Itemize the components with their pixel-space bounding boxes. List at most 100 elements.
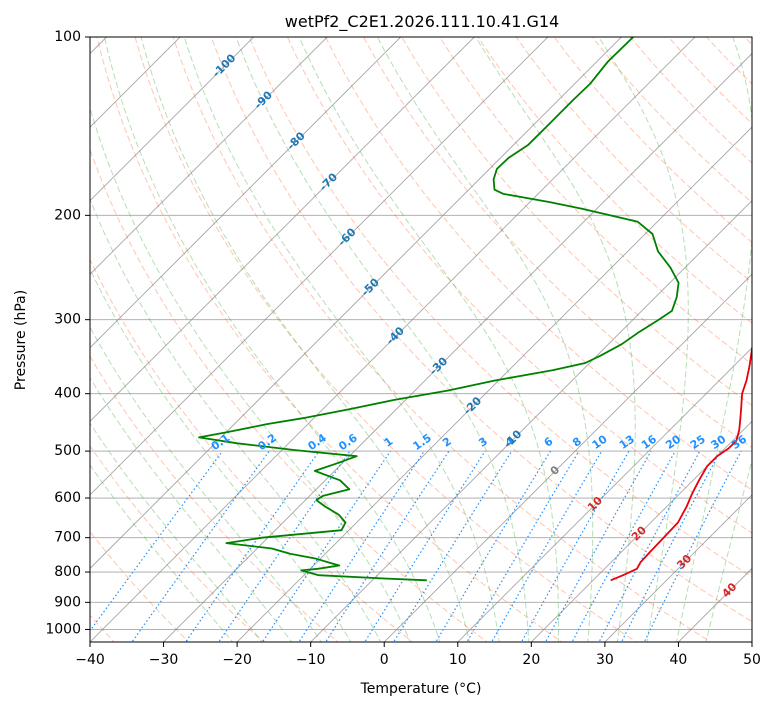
dry-adiabat-line	[705, 37, 752, 85]
moist-adiabat-line	[90, 376, 293, 642]
mixing-ratio-line	[571, 450, 676, 642]
moist-adiabat-line	[90, 326, 322, 642]
mixing-ratio-label: 16	[639, 432, 659, 452]
y-tick-label: 1000	[45, 621, 81, 637]
mixing-ratio-line	[90, 450, 223, 632]
y-tick-label: 500	[54, 443, 81, 459]
dry-adiabat-line	[286, 37, 752, 534]
mixing-ratio-label: 0.2	[256, 431, 279, 453]
isotherm-label: -30	[427, 354, 450, 377]
dry-adiabat-line	[743, 37, 752, 46]
mixing-ratio-line	[643, 450, 742, 642]
dry-adiabat-line	[629, 37, 752, 164]
moist-adiabat-line	[675, 37, 752, 642]
mixing-ratio-label: 20	[663, 432, 683, 452]
y-tick-label: 800	[54, 564, 81, 580]
x-tick-label: −10	[296, 652, 326, 668]
isotherm-line	[90, 37, 475, 422]
x-tick-label: 10	[449, 652, 467, 668]
isotherm-label: -10	[501, 427, 524, 450]
isotherm-label: -20	[461, 394, 484, 417]
warm-isotherm-label: 40	[719, 580, 739, 600]
isotherm-label: -90	[252, 88, 275, 111]
y-axis: 100 200 300 400 500 600 700 800 900 1000	[45, 29, 90, 637]
moist-adiabats	[90, 37, 752, 642]
moist-adiabat-line	[140, 37, 471, 642]
mixing-ratio-line	[261, 450, 391, 642]
dry-adiabat-line	[667, 37, 752, 125]
x-axis-title: Temperature (°C)	[360, 681, 482, 697]
dry-adiabat-line	[90, 355, 339, 642]
isotherm-label: -60	[335, 225, 358, 248]
mixing-ratio-line	[131, 450, 270, 642]
warm-isotherm-label: 0	[548, 463, 563, 478]
mixing-ratio-label: 6	[542, 435, 556, 450]
dry-adiabat-line	[770, 24, 775, 645]
dewpoint-profile	[198, 37, 680, 582]
isotherm-line	[751, 641, 752, 642]
dry-adiabat-line	[90, 258, 414, 642]
warm-isotherm-label: 20	[629, 523, 649, 543]
mixing-ratio-line	[218, 450, 351, 642]
dry-adiabat-line	[134, 37, 638, 642]
isotherm-line	[457, 347, 752, 642]
moist-adiabat-line	[90, 267, 352, 642]
mixing-ratio-label: 36	[729, 432, 749, 452]
isotherm-line	[90, 37, 402, 349]
warm-isotherm-label: 30	[674, 552, 694, 572]
dry-adiabat-line	[90, 148, 488, 642]
isotherm-line	[530, 420, 752, 642]
y-tick-label: 400	[54, 386, 81, 402]
isotherm-label: -40	[384, 324, 407, 347]
mixing-ratio-line	[364, 450, 486, 642]
x-tick-label: −40	[75, 652, 105, 668]
mixing-ratio-line	[620, 450, 721, 642]
isotherm-line	[90, 37, 696, 642]
dry-adiabat-line	[401, 37, 752, 407]
profiles	[198, 37, 752, 582]
isotherm-line	[90, 37, 255, 202]
y-tick-label: 900	[54, 594, 81, 610]
moist-adiabat-line	[183, 37, 500, 642]
y-tick-label: 100	[54, 29, 81, 45]
dry-adiabat-line	[90, 445, 265, 642]
isotherm-line	[90, 37, 328, 275]
dry-adiabat-line	[96, 37, 563, 642]
mixing-ratio-line	[184, 450, 320, 642]
mixing-ratio-label: 30	[708, 432, 728, 452]
mixing-ratio-label: 10	[590, 432, 610, 452]
moist-adiabat-line	[598, 37, 689, 642]
mixing-ratio-label: 25	[688, 433, 708, 452]
x-tick-label: 30	[596, 652, 614, 668]
temperature-profile	[610, 343, 752, 582]
moist-adiabat-line	[298, 37, 559, 642]
moist-adiabat-line	[90, 464, 234, 642]
mixing-ratio-line	[393, 450, 513, 642]
dry-adiabat-line	[439, 37, 752, 365]
mixing-ratio-line	[298, 450, 425, 642]
dry-adiabat-line	[363, 37, 752, 449]
isotherm-line	[236, 126, 752, 642]
isotherm-line	[90, 37, 623, 570]
mixing-ratio-label: 0.4	[305, 431, 329, 453]
isotherm-line	[383, 273, 752, 642]
mixing-ratio-line	[466, 450, 580, 642]
isotherm-line	[90, 37, 549, 496]
isotherm-label: -70	[317, 170, 340, 193]
x-tick-label: 40	[670, 652, 688, 668]
x-tick-label: 20	[522, 652, 540, 668]
isotherm-line	[677, 567, 752, 642]
chart-title: wetPf2_C2E1.2026.111.10.41.G14	[285, 12, 559, 32]
plot-area	[90, 24, 775, 645]
x-axis: −40 −30 −20 −10 0 10 20 30 40 50	[75, 642, 761, 668]
moist-adiabat-line	[376, 37, 594, 642]
moist-adiabat-line	[475, 37, 636, 642]
plot-frame	[89, 36, 753, 643]
dry-adiabat-line	[591, 37, 752, 204]
moist-adiabat-line	[90, 422, 263, 642]
y-tick-label: 600	[54, 490, 81, 506]
mixing-ratio-line	[324, 450, 450, 642]
x-tick-label: −20	[222, 652, 252, 668]
dry-adiabat-line	[515, 37, 752, 284]
mixing-ratio-label: 1	[382, 435, 396, 450]
